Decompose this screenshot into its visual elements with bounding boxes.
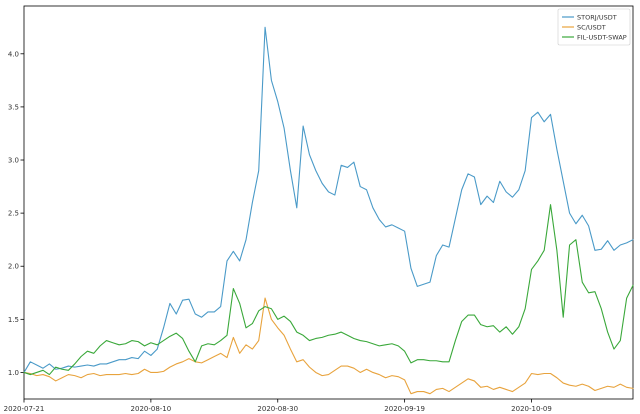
x-tick-label: 2020-07-21 — [4, 405, 45, 413]
series-line-storj-usdt — [23, 26, 634, 373]
x-tick-label: 2020-09-19 — [384, 405, 425, 413]
series-line-sc-usdt — [23, 297, 634, 395]
legend-label: SC/USDT — [577, 23, 606, 31]
legend: STORJ/USDT SC/USDT FIL-USDT-SWAP — [557, 8, 631, 46]
x-tick-label: 2020-08-30 — [257, 405, 298, 413]
plot-area-border — [23, 5, 634, 400]
x-tick-label: 2020-10-09 — [511, 405, 552, 413]
y-tick-label: 1.5 — [8, 316, 19, 324]
y-tick-label: 1.0 — [8, 369, 19, 377]
y-tick-label: 3.5 — [8, 103, 19, 111]
y-tick-label: 2.0 — [8, 263, 19, 271]
y-tick-label: 3.0 — [8, 157, 19, 165]
legend-box — [557, 8, 631, 46]
y-tick-label: 4.0 — [8, 50, 19, 58]
legend-label: STORJ/USDT — [577, 13, 617, 21]
legend-label: FIL-USDT-SWAP — [577, 33, 627, 41]
x-tick-label: 2020-08-10 — [131, 405, 172, 413]
x-axis: 2020-07-21 2020-08-10 2020-08-30 2020-09-19… — [4, 399, 552, 413]
y-axis: 1.0 1.5 2.0 2.5 3.0 3.5 4.0 — [8, 50, 24, 377]
plot-frame — [23, 5, 634, 400]
series-line-fil-usdt-swap — [23, 204, 634, 376]
y-tick-label: 2.5 — [8, 210, 19, 218]
series-layer — [23, 26, 634, 395]
